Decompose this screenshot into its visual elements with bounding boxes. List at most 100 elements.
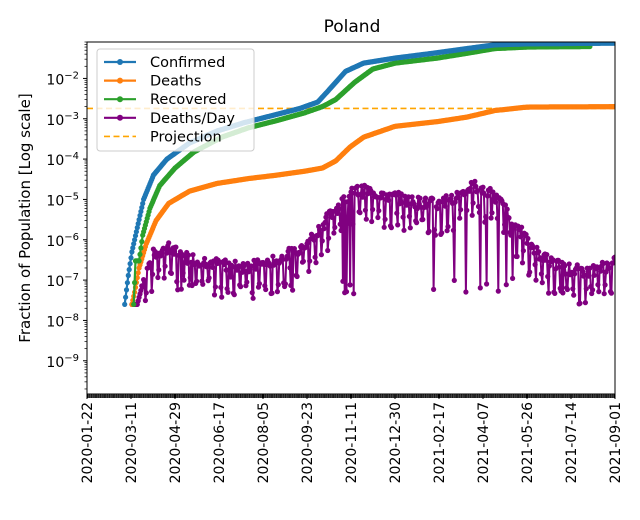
data-point — [595, 282, 601, 288]
data-point — [162, 263, 168, 269]
data-point — [341, 194, 347, 200]
data-point — [422, 195, 429, 201]
data-point — [312, 254, 318, 260]
data-point — [225, 289, 231, 295]
data-point — [161, 275, 167, 281]
data-point — [375, 214, 381, 221]
data-point — [206, 275, 212, 281]
data-point — [149, 288, 155, 294]
data-point — [137, 212, 143, 219]
data-point — [136, 217, 142, 223]
data-point — [431, 227, 438, 233]
data-point — [484, 193, 491, 199]
data-point — [608, 290, 615, 296]
data-point — [168, 270, 174, 276]
data-point — [325, 247, 331, 254]
legend-item: Recovered — [104, 92, 226, 108]
x-tick-label: 2020-06-17 — [212, 402, 228, 483]
data-point — [270, 253, 276, 259]
x-tick-label: 2020-04-29 — [168, 402, 184, 483]
data-point — [142, 297, 148, 304]
data-point — [345, 199, 351, 205]
data-point — [123, 294, 129, 300]
data-point — [539, 280, 545, 286]
data-point — [566, 261, 572, 267]
data-point — [253, 266, 259, 272]
data-point — [143, 290, 149, 296]
data-point — [432, 232, 438, 238]
data-point — [306, 268, 312, 274]
data-point — [282, 281, 288, 287]
legend-marker — [117, 96, 123, 103]
data-point — [464, 207, 470, 213]
legend-label: Deaths/Day — [150, 111, 235, 127]
data-point — [417, 195, 423, 201]
chart-title: Poland — [324, 17, 381, 37]
data-point — [544, 252, 550, 258]
data-point — [357, 210, 363, 216]
data-point — [532, 262, 538, 268]
data-point — [564, 286, 571, 293]
data-point — [430, 196, 436, 202]
data-point — [443, 193, 449, 199]
data-point — [187, 275, 193, 281]
data-point — [185, 252, 192, 258]
legend-marker — [117, 114, 123, 121]
data-point — [211, 292, 218, 298]
data-point — [414, 220, 420, 226]
data-point — [174, 279, 180, 285]
data-point — [126, 267, 132, 273]
data-point — [514, 253, 520, 260]
data-point — [546, 290, 552, 296]
data-point — [171, 251, 177, 257]
data-point — [450, 227, 456, 233]
data-point — [406, 213, 412, 219]
data-point — [210, 264, 216, 270]
data-point — [483, 214, 489, 220]
data-point — [133, 229, 139, 235]
data-point — [334, 210, 341, 216]
data-point — [401, 227, 407, 233]
data-point — [337, 221, 343, 227]
data-point — [420, 216, 426, 223]
data-point — [311, 237, 317, 243]
data-point — [132, 280, 138, 286]
data-point — [351, 291, 357, 297]
data-point — [494, 215, 500, 221]
data-point — [141, 279, 148, 285]
data-point — [326, 235, 332, 241]
x-tick-label: 2021-09-01 — [608, 402, 624, 483]
legend-box — [96, 48, 255, 152]
data-point — [134, 275, 140, 281]
data-point — [394, 210, 400, 216]
data-point — [221, 261, 227, 268]
legend-marker — [117, 77, 123, 84]
data-point — [344, 220, 350, 226]
data-point — [572, 271, 578, 277]
data-point — [574, 262, 580, 268]
x-tick-label: 2020-12-30 — [388, 402, 404, 483]
data-point — [122, 301, 128, 307]
data-point — [469, 212, 475, 218]
data-point — [602, 282, 608, 288]
data-point — [382, 216, 388, 222]
data-point — [322, 219, 328, 226]
data-point — [476, 209, 482, 216]
data-point — [275, 282, 281, 288]
data-point — [329, 214, 335, 220]
data-point — [288, 282, 294, 288]
data-point — [489, 210, 495, 216]
data-point — [249, 290, 255, 296]
data-point — [523, 231, 529, 238]
data-point — [490, 189, 496, 195]
y-tick-label: 10−2 — [46, 70, 79, 88]
legend-item: Deaths — [104, 74, 201, 90]
data-point — [525, 235, 531, 242]
data-point — [612, 42, 615, 46]
data-point — [245, 260, 251, 266]
x-tick-label: 2020-11-11 — [344, 402, 360, 483]
data-point — [127, 261, 133, 267]
data-point — [386, 197, 392, 203]
data-point — [218, 284, 224, 290]
data-point — [439, 230, 445, 236]
